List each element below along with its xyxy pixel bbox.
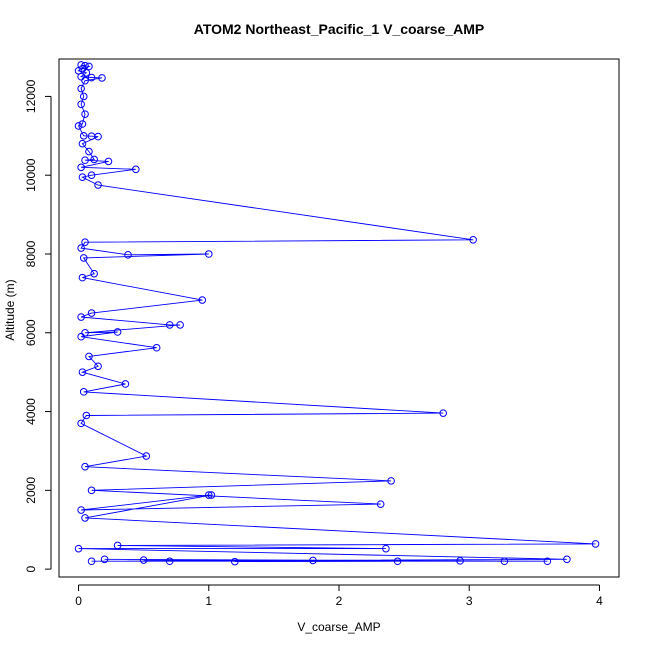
data-point [78,120,87,128]
y-tick-label: 10000 [24,158,38,192]
data-point [77,72,85,81]
chart-title: ATOM2 Northeast_Pacific_1 V_coarse_AMP [194,21,485,37]
data-point [82,68,91,77]
data-point [152,343,161,352]
data-point [90,155,98,164]
x-tick-label: 2 [336,594,343,608]
data-point [77,313,85,321]
data-point [77,244,85,252]
data-point [121,380,130,388]
data-point [81,328,89,337]
x-tick-label: 1 [205,594,212,608]
data-point [165,321,174,329]
data-point [469,236,477,244]
y-tick-label: 4000 [24,398,38,425]
data-point [74,544,83,553]
data-point [77,332,85,341]
data-point [78,139,87,148]
data-point [376,500,385,508]
data-point [456,557,464,565]
data-point [77,506,85,514]
y-tick-label: 6000 [24,319,38,346]
data-point [77,419,85,428]
data-point [81,238,89,246]
data-point [79,388,88,396]
data-point [207,491,216,499]
data-point [198,296,207,304]
data-point [204,250,213,258]
data-point [439,409,447,417]
data-point [87,486,96,495]
data-point [98,74,106,82]
y-axis-label: Altitude (m) [3,279,17,340]
data-point [113,541,122,550]
data-point [81,76,89,85]
data-point [94,132,102,141]
data-point [204,491,213,499]
x-axis: 0 1 2 3 4 [75,584,603,608]
data-point [94,362,102,371]
data-point [78,173,87,181]
data-point [90,269,98,278]
data-point [87,557,96,566]
data-point [132,165,140,174]
data-point [79,92,88,101]
data-point [78,65,87,73]
data-point [79,254,88,262]
y-tick-label: 8000 [24,240,38,267]
data-point [393,557,402,566]
data-point [85,62,93,71]
data-point [387,477,395,485]
data-point [81,462,89,471]
y-tick-label: 0 [24,565,38,572]
data-point [176,321,184,329]
y-axis: 0 2000 4000 6000 8000 10000 12000 [24,79,52,572]
x-tick-label: 0 [75,594,82,608]
series-layer [74,61,600,566]
data-point [78,368,87,376]
data-point [87,171,96,180]
data-point [74,122,83,130]
data-point [142,452,151,460]
data-point [231,557,239,566]
data-point [591,540,600,548]
data-point [165,557,174,566]
data-point [113,328,122,336]
data-point [382,544,390,553]
x-tick-label: 3 [466,594,473,608]
data-point [87,309,96,317]
data-point [81,110,89,118]
data-point [94,181,102,189]
data-point [309,556,317,565]
data-point [85,352,93,361]
series-line [77,64,596,563]
data-point [100,555,109,564]
data-point [124,250,132,259]
data-point [87,73,96,82]
data-point [81,156,89,165]
data-point [81,514,89,522]
x-axis-label: V_coarse_AMP [297,620,380,634]
x-tick-label: 4 [596,594,603,608]
data-point [500,557,509,566]
y-tick-label: 2000 [24,477,38,504]
data-point [82,411,91,420]
data-point [77,100,85,109]
data-point [77,84,85,93]
data-point [139,556,148,564]
data-point [85,147,93,156]
plot-frame [58,58,620,578]
data-point [543,557,552,566]
data-point [79,132,88,140]
data-point [563,555,571,564]
data-point [77,163,85,172]
data-point [104,157,113,166]
data-point [78,273,87,282]
y-tick-label: 12000 [24,79,38,113]
